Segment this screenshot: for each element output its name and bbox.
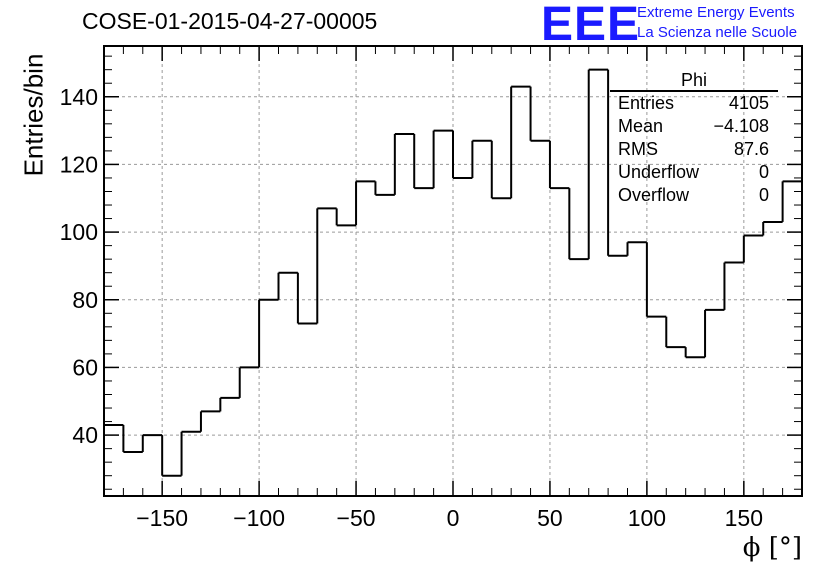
eee-logo: EEE: [541, 0, 641, 51]
logo-caption-line2: La Scienza nelle Scuole: [637, 24, 798, 41]
x-tick-label: −50: [337, 505, 376, 531]
y-tick-label: 100: [60, 219, 98, 245]
logo-caption: Extreme Energy Events La Scienza nelle S…: [637, 3, 797, 43]
axis-ticks: [103, 46, 803, 496]
y-tick-label: 60: [72, 354, 98, 380]
y-axis-label: Entries/bin: [18, 53, 49, 177]
y-tick-label: 80: [72, 287, 98, 313]
stats-row: Underflow 0: [610, 161, 778, 184]
stats-label: Entries: [618, 93, 675, 113]
chart-title: COSE-01-2015-04-27-00005: [82, 8, 378, 34]
stats-row: Mean −4.108: [610, 115, 778, 138]
y-tick-label: 140: [60, 84, 98, 110]
axis-tick-labels: −150 −100 −50 0 50 100 150 40 60 80 100 120 140: [60, 84, 763, 531]
stats-label: Overflow: [618, 185, 690, 205]
x-tick-label: −150: [136, 505, 188, 531]
x-tick-label: −100: [233, 505, 285, 531]
stats-name: Phi: [610, 70, 778, 92]
stats-row: Entries 4105: [610, 92, 778, 115]
stats-label: RMS: [618, 139, 658, 159]
stats-value: 87.6: [733, 139, 769, 159]
stats-value: −4.108: [713, 116, 769, 136]
stats-value: 0: [758, 162, 769, 182]
x-tick-label: 150: [725, 505, 763, 531]
logo-caption-line1: Extreme Energy Events: [637, 4, 795, 21]
histogram-series: [104, 68, 802, 477]
stats-row: Overflow 0: [610, 184, 778, 207]
stats-row: RMS 87.6: [610, 138, 778, 161]
x-tick-label: 100: [628, 505, 666, 531]
x-tick-label: 50: [537, 505, 563, 531]
x-axis-label: ϕ [°]: [742, 533, 802, 563]
x-tick-label: 0: [447, 505, 460, 531]
stats-label: Underflow: [618, 162, 700, 182]
stats-value: 0: [758, 185, 769, 205]
stats-box: Phi Entries 4105 Mean −4.108 RMS 87.6 Un…: [610, 70, 778, 207]
stats-label: Mean: [618, 116, 664, 136]
y-tick-label: 40: [72, 422, 98, 448]
y-tick-label: 120: [60, 151, 98, 177]
stats-value: 4105: [728, 93, 769, 113]
